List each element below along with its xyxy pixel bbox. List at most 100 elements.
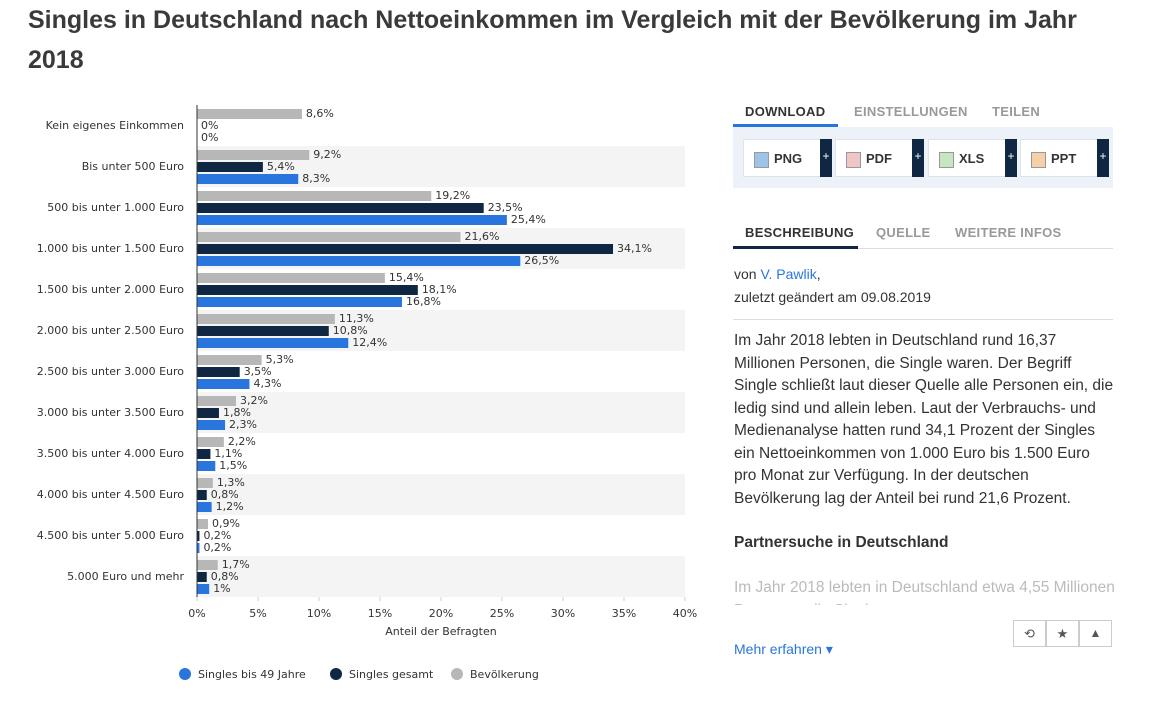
x-tick-label: 15% [368,607,392,620]
bar [197,437,224,447]
bar [197,326,329,336]
y-tick-label: 500 bis unter 1.000 Euro [47,201,184,214]
tab[interactable]: DOWNLOAD [745,104,826,119]
value-label: 8,6% [306,107,334,120]
bar [197,191,432,201]
value-label: 16,8% [406,295,441,308]
value-label: 8,3% [302,172,330,185]
bar [197,203,484,213]
bar [197,408,219,418]
more-link[interactable]: Mehr erfahren ▾ [734,641,833,657]
y-tick-label: 4.000 bis unter 4.500 Euro [37,488,184,501]
author-link[interactable]: V. Pawlik [760,266,817,282]
button-label: XLS [959,151,985,166]
alert-button[interactable]: ▲ [1079,620,1112,647]
value-label: 0,8% [211,570,239,583]
x-axis-label: Anteil der Befragten [385,625,496,638]
x-tick-label: 40% [673,607,697,620]
y-tick-label: Bis unter 500 Euro [82,160,185,173]
bar [197,478,213,488]
more-label: Mehr erfahren [734,641,822,657]
value-label: 2,2% [228,435,256,448]
bar [197,420,226,430]
value-label: 5,4% [267,160,295,173]
value-label: 18,1% [422,283,457,296]
download-button[interactable]: XLS + [928,139,1017,177]
value-label: 1% [213,582,230,595]
bar [197,244,614,254]
value-label: 1,2% [216,500,244,513]
download-button[interactable]: PPT + [1020,139,1109,177]
value-label: 1,8% [223,406,251,419]
value-label: 1,1% [214,447,242,460]
value-label: 1,3% [217,476,245,489]
tab[interactable]: BESCHREIBUNG [745,225,855,240]
value-label: 34,1% [617,242,652,255]
row-band [197,556,685,597]
y-tick-label: 1.500 bis unter 2.000 Euro [37,283,184,296]
y-tick-label: Kein eigenes Einkommen [46,119,184,132]
bar [197,572,207,582]
bar [197,461,216,471]
description: Im Jahr 2018 lebten in Deutschland rund … [734,332,1114,507]
x-tick-label: 35% [612,607,636,620]
tab[interactable]: EINSTELLUNGEN [854,104,968,119]
bar [197,531,200,541]
legend-marker [179,668,191,680]
legend-marker [451,668,463,680]
bar [197,232,461,242]
y-tick-label: 2.500 bis unter 3.000 Euro [37,365,184,378]
teaser: Im Jahr 2018 lebten in Deutschland etwa … [734,579,1115,605]
value-label: 3,5% [244,365,272,378]
value-label: 0,9% [212,517,240,530]
value-label: 10,8% [333,324,368,337]
subheading: Partnersuche in Deutschland [734,534,949,551]
bar [197,285,418,295]
tab-underline [733,246,858,249]
bar [197,174,299,184]
value-label: 0,2% [203,541,231,554]
bar [197,338,349,348]
bar [197,543,200,553]
value-label: 1,5% [219,459,247,472]
download-button[interactable]: PNG + [743,139,832,177]
tab[interactable]: TEILEN [992,104,1041,119]
bar [197,396,237,406]
row-band [197,474,685,515]
value-label: 19,2% [435,189,470,202]
value-label: 3,2% [240,394,268,407]
legend-marker [330,668,342,680]
byline: von V. Pawlik, [734,266,821,282]
bar [197,367,240,377]
bar [197,256,521,266]
legend-label: Singles gesamt [349,668,434,681]
value-label: 4,3% [253,377,281,390]
tab[interactable]: WEITERE INFOS [955,225,1062,240]
bar [197,355,262,365]
bar [197,314,335,324]
legend-label: Bevölkerung [470,668,539,681]
value-label: 25,4% [511,213,546,226]
x-tick-label: 10% [307,607,331,620]
divider [733,319,1113,320]
value-label: 15,4% [389,271,424,284]
history-button[interactable]: ⟲ [1013,620,1046,647]
bar [197,490,207,500]
divider [733,248,1113,249]
value-label: 12,4% [352,336,387,349]
x-tick-label: 20% [429,607,453,620]
bar [197,297,402,307]
download-button[interactable]: PDF + [835,139,924,177]
byline-prefix: von [734,266,757,282]
chart: Kein eigenes Einkommen Bis unter 500 Euro… [37,105,697,681]
x-tick-label: 0% [188,607,205,620]
page-title: Singles in Deutschland nach Nettoeinkomm… [28,6,1077,74]
value-label: 26,5% [524,254,559,267]
value-label: 0,8% [211,488,239,501]
updated: zuletzt geändert am 09.08.2019 [734,289,931,305]
legend-label: Singles bis 49 Jahre [198,668,306,681]
favorite-button[interactable]: ★ [1046,620,1079,647]
y-tick-label: 5.000 Euro und mehr [67,570,184,583]
tab[interactable]: QUELLE [876,225,931,240]
